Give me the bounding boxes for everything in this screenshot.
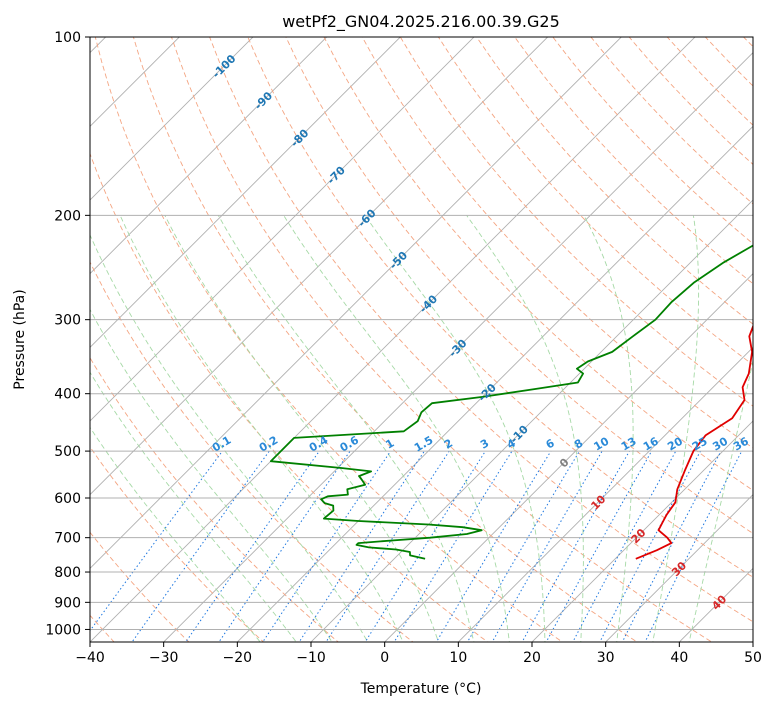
dry-adiabat-line <box>90 446 265 642</box>
x-tick-label: 50 <box>744 650 762 666</box>
x-tick-label: 0 <box>380 650 389 666</box>
y-tick-label: 200 <box>54 208 81 224</box>
dry-adiabat-line <box>132 37 638 642</box>
x-tick-label: −40 <box>75 650 105 666</box>
x-tick-label: 20 <box>523 650 541 666</box>
isotherm-line <box>90 37 622 569</box>
y-tick-label: 500 <box>54 444 81 460</box>
isotherm-line <box>90 37 401 348</box>
x-tick-label: 30 <box>597 650 615 666</box>
dry-adiabat-line <box>285 37 753 535</box>
dry-adiabat-line <box>90 531 190 642</box>
y-tick-label: 300 <box>54 313 81 329</box>
reference-lines <box>0 10 775 654</box>
moist-adiabat-line <box>652 215 700 642</box>
y-tick-label: 400 <box>54 387 81 403</box>
dewpoint-line <box>269 244 753 560</box>
moist-adiabat-line <box>90 308 333 642</box>
chart-title: wetPf2_GN04.2025.216.00.39.G25 <box>282 12 560 32</box>
y-axis-label: Pressure (hPa) <box>12 289 28 389</box>
moist-adiabat-line <box>364 215 546 642</box>
pressure-gridlines <box>90 37 753 630</box>
moist-adiabat-line <box>583 215 634 642</box>
y-tick-label: 900 <box>54 595 81 611</box>
isotherm-line <box>90 37 328 275</box>
y-tick-label: 1000 <box>45 622 81 638</box>
dry-adiabat-line <box>476 37 753 325</box>
plot-frame <box>89 36 754 643</box>
moist-adiabat-line <box>688 358 753 642</box>
plot-background <box>90 37 753 642</box>
isotherm-line <box>90 37 696 642</box>
moist-adiabat-line <box>217 215 475 642</box>
moist-adiabat-line <box>164 215 439 642</box>
isotherm-line <box>457 346 753 642</box>
moist-adiabat-line <box>90 234 369 642</box>
dry-adiabat-line <box>209 37 753 623</box>
dry-adiabat-line <box>399 37 753 407</box>
y-tick-label: 700 <box>54 531 81 547</box>
dry-adiabat-line <box>755 10 775 654</box>
y-axis-ticks: 100 200 300 400 500 600 700 800 900 1000 <box>45 30 90 638</box>
moist-adiabat-line <box>119 215 404 642</box>
isotherm-line <box>90 37 549 496</box>
isotherm-line <box>0 10 59 654</box>
moist-adiabat-line <box>90 426 261 642</box>
dry-adiabat-line <box>171 37 713 642</box>
dry-adiabat-line <box>514 37 753 285</box>
isotherm-line <box>90 37 180 127</box>
y-tick-label: 100 <box>54 30 81 46</box>
x-tick-label: 40 <box>670 650 688 666</box>
y-tick-label: 800 <box>54 565 81 581</box>
x-axis-label: Temperature (°C) <box>360 681 482 697</box>
dry-adiabat-line <box>361 37 753 449</box>
temperature-line <box>635 324 753 560</box>
isotherm-line <box>310 199 753 642</box>
isotherm-line <box>384 273 753 642</box>
x-tick-label: −30 <box>149 650 179 666</box>
isotherm-line <box>163 52 753 642</box>
moist-adiabat-line <box>466 215 584 642</box>
moist-adiabat-line <box>283 215 510 642</box>
isotherm-line <box>90 37 254 201</box>
isotherm-line <box>90 37 475 422</box>
dry-adiabat-line <box>90 261 414 642</box>
y-tick-label: 600 <box>54 491 81 507</box>
x-axis-ticks: −40 −30 −20 −10 0 10 20 30 40 50 <box>75 642 762 666</box>
isotherm-line <box>236 125 753 642</box>
x-tick-label: −10 <box>296 650 326 666</box>
x-tick-label: 10 <box>449 650 467 666</box>
isotherm-line <box>605 494 753 642</box>
profile-series <box>269 244 753 560</box>
dry-adiabat-line <box>94 37 564 642</box>
x-tick-label: −20 <box>223 650 253 666</box>
